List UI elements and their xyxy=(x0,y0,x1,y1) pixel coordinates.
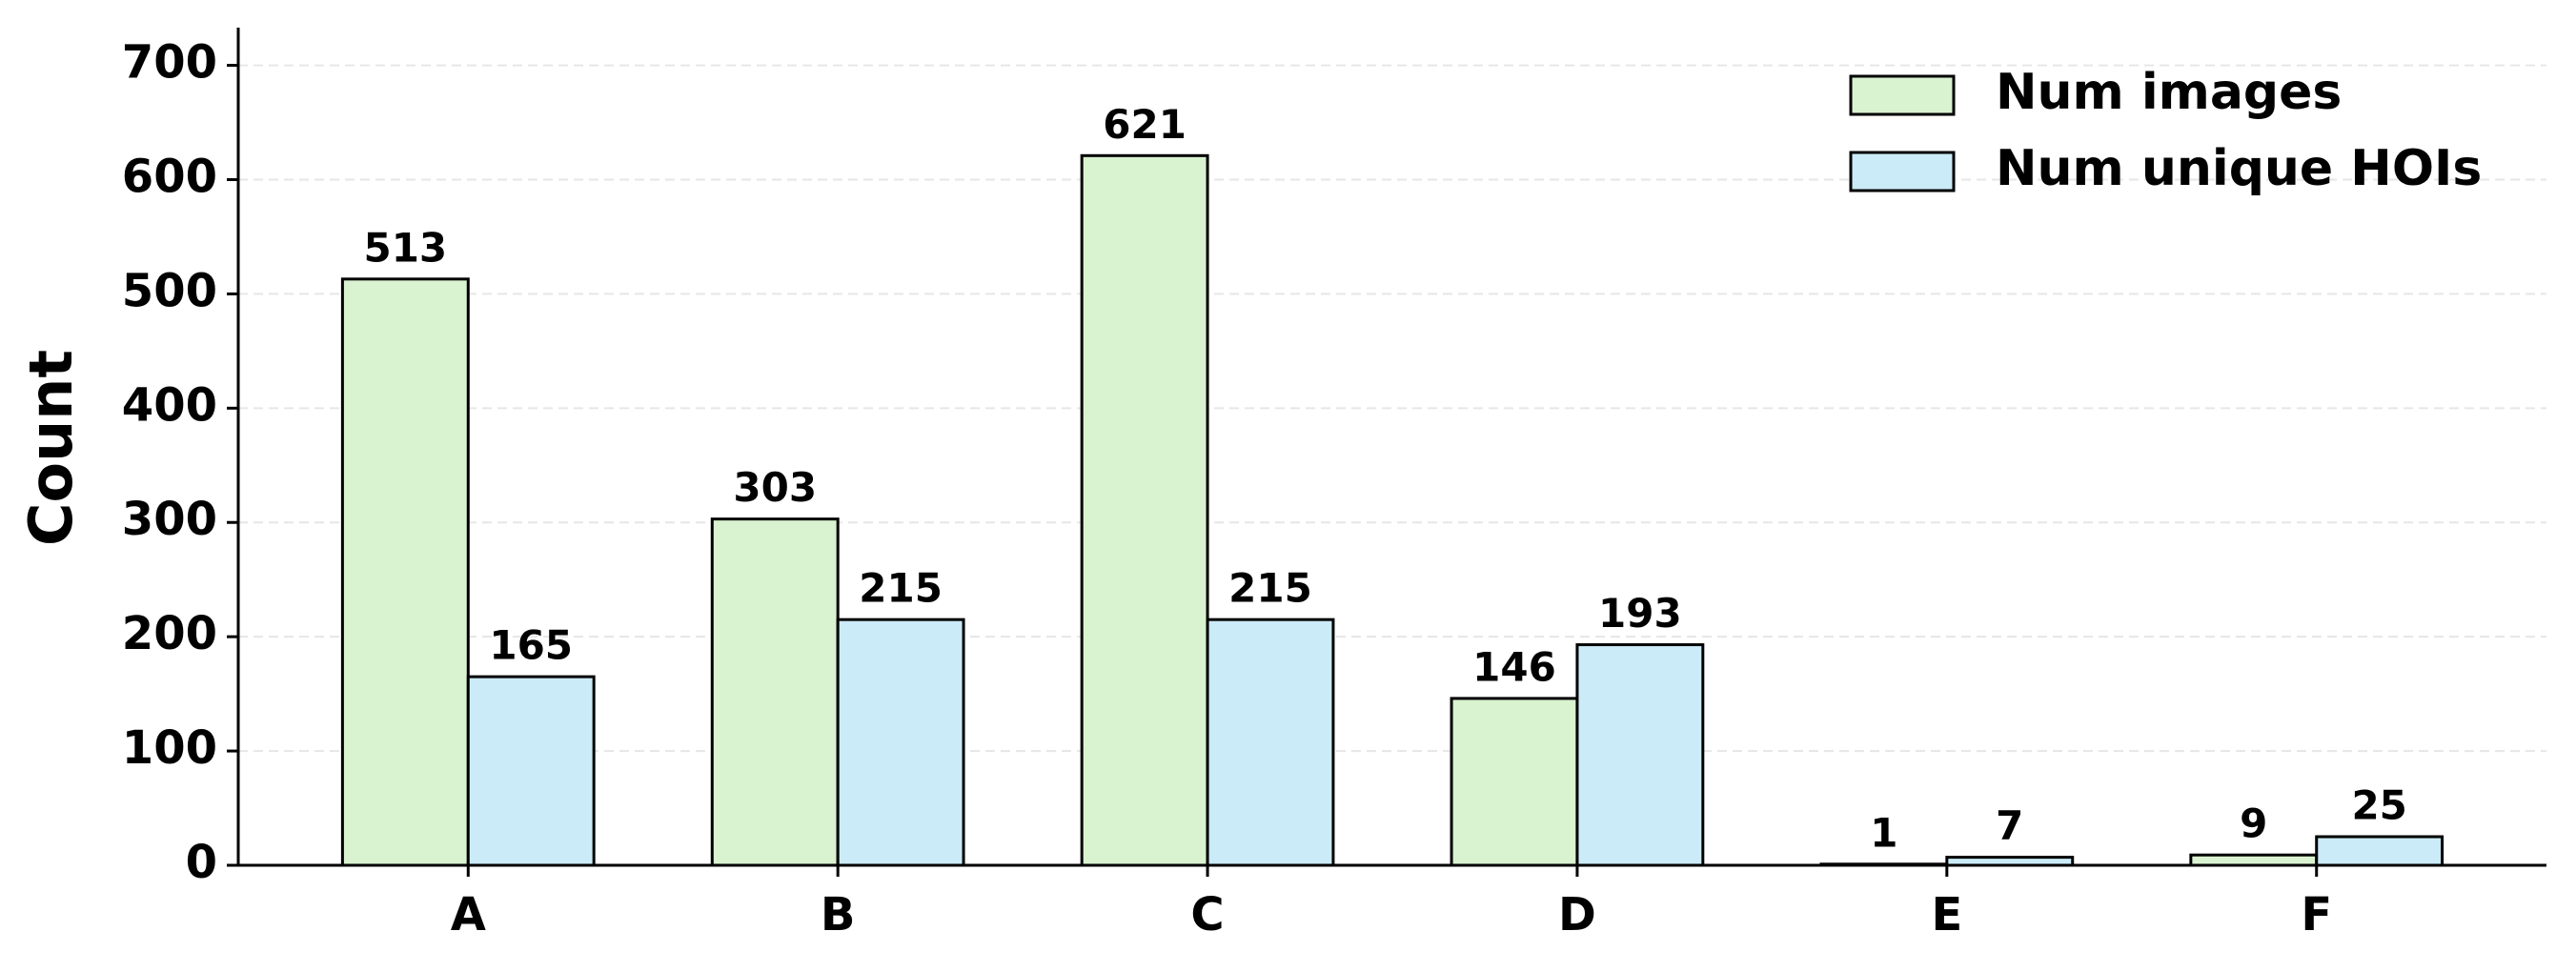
x-tick-label: E xyxy=(1931,888,1962,942)
value-label: 513 xyxy=(363,224,447,271)
x-tick-label: A xyxy=(451,888,486,942)
value-label: 215 xyxy=(1228,565,1312,612)
x-tick-label: F xyxy=(2301,888,2332,942)
value-label: 9 xyxy=(2240,800,2267,847)
legend-label: Num unique HOIs xyxy=(1996,140,2482,197)
x-tick-label: C xyxy=(1190,888,1224,942)
value-label: 7 xyxy=(1996,802,2023,849)
y-tick-label: 200 xyxy=(122,607,217,660)
legend-label: Num images xyxy=(1996,64,2342,121)
y-tick-label: 300 xyxy=(122,493,217,546)
bar xyxy=(2315,835,2444,867)
bar xyxy=(1206,618,1335,867)
bar xyxy=(1575,643,1705,867)
value-label: 165 xyxy=(489,622,573,669)
y-tick-label: 0 xyxy=(186,836,217,889)
legend-swatch xyxy=(1849,74,1956,116)
bar xyxy=(836,618,965,867)
y-tick-label: 100 xyxy=(122,721,217,775)
x-tick-label: B xyxy=(821,888,856,942)
bar xyxy=(1450,697,1579,867)
value-label: 215 xyxy=(859,565,943,612)
y-axis-label: Count xyxy=(16,350,86,546)
value-label: 303 xyxy=(733,464,817,511)
value-label: 146 xyxy=(1472,643,1556,690)
bar xyxy=(1080,153,1209,867)
bar xyxy=(2189,853,2319,867)
legend-swatch xyxy=(1849,151,1956,192)
x-tick-label: D xyxy=(1558,888,1596,942)
bar xyxy=(340,277,470,867)
y-tick-label: 600 xyxy=(122,150,217,203)
value-label: 621 xyxy=(1103,101,1187,148)
value-label: 193 xyxy=(1598,590,1682,637)
y-tick-label: 500 xyxy=(122,264,217,317)
value-label: 1 xyxy=(1870,809,1897,856)
y-tick-label: 400 xyxy=(122,378,217,432)
value-label: 25 xyxy=(2351,782,2406,829)
y-tick-label: 700 xyxy=(122,36,217,90)
bar xyxy=(710,517,840,867)
bar xyxy=(466,675,596,867)
